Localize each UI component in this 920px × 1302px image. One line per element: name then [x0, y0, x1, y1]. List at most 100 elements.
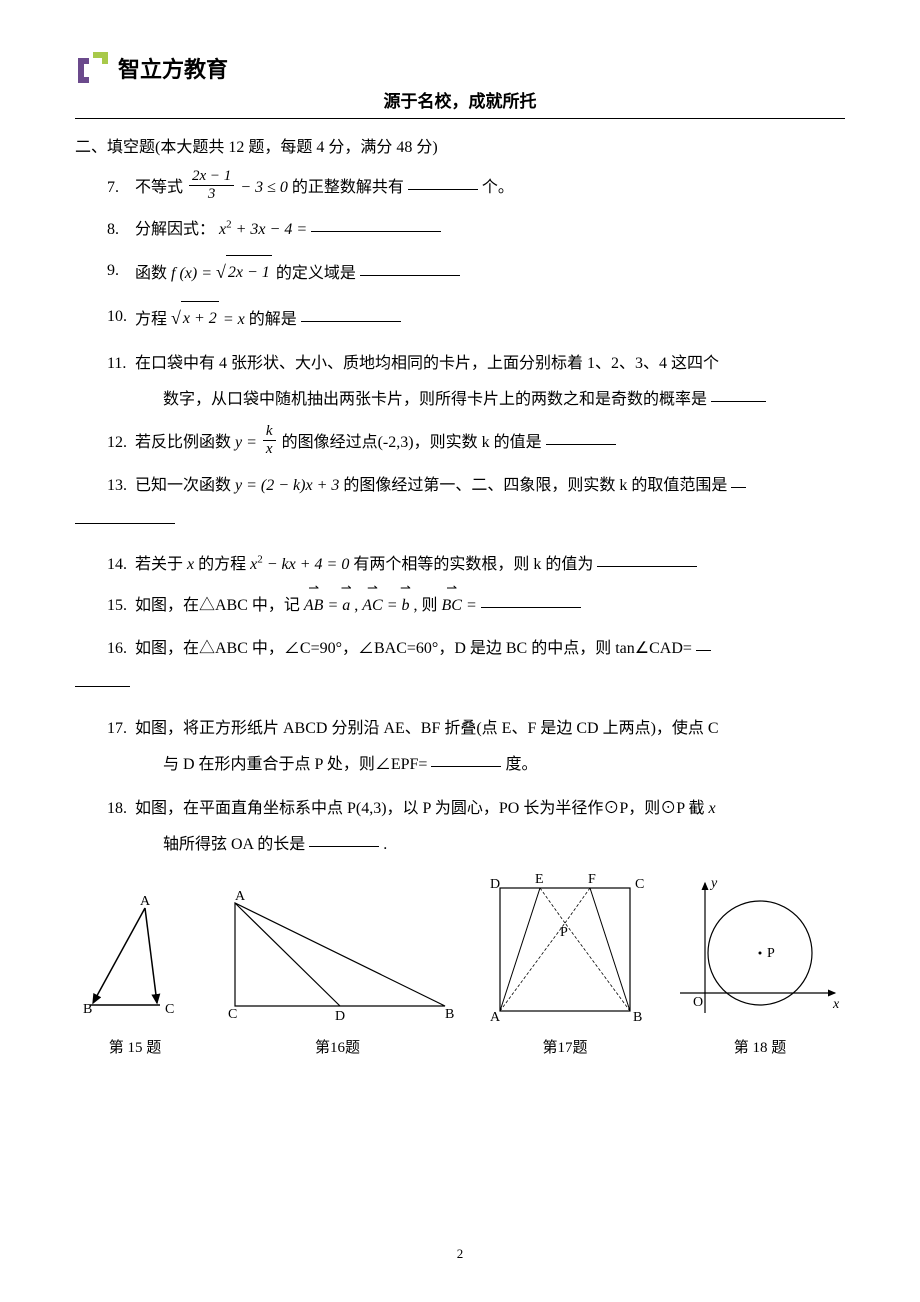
- f16-caption: 第16题: [220, 1036, 455, 1057]
- svg-text:A: A: [140, 894, 151, 909]
- q17-line2-pre: 与 D 在形内重合于点 P 处，则∠EPF=: [163, 756, 427, 773]
- q14-text1: 若关于: [135, 556, 183, 573]
- svg-text:C: C: [228, 1007, 237, 1022]
- q15-ac: AC: [362, 589, 382, 623]
- svg-text:B: B: [633, 1010, 642, 1023]
- figure-16: A C D B 第16题: [220, 888, 455, 1057]
- f15-caption: 第 15 题: [75, 1036, 195, 1057]
- q15-number: 15.: [107, 589, 127, 623]
- svg-text:C: C: [165, 1002, 174, 1017]
- q13-blank1: [731, 472, 746, 488]
- q15-ab: AB: [304, 589, 324, 623]
- q17-line2-wrap: 与 D 在形内重合于点 P 处，则∠EPF= 度。: [135, 747, 845, 783]
- q12-number: 12.: [107, 426, 127, 460]
- q7-post2: 个。: [482, 179, 514, 196]
- q13-pre: 已知一次函数: [135, 477, 231, 494]
- figures-row: A B C 第 15 题 A C D B 第16题 D E F C: [75, 873, 845, 1057]
- question-15: 15. 如图，在△ABC 中，记 AB = a , AC = b , 则 BC …: [135, 589, 845, 623]
- svg-text:E: E: [535, 873, 544, 887]
- q9-number: 9.: [107, 254, 119, 288]
- q8-text1: 分解因式：: [135, 221, 215, 238]
- q7-mid: − 3 ≤ 0: [240, 179, 288, 196]
- f17-caption: 第17题: [480, 1036, 650, 1057]
- section-header: 二、填空题(本大题共 12 题，每题 4 分，满分 48 分): [75, 133, 845, 157]
- q7-post1: 的正整数解共有: [292, 179, 404, 196]
- q8-number: 8.: [107, 213, 119, 247]
- brand-logo: 智立方教育: [75, 50, 845, 85]
- q11-number: 11.: [107, 346, 126, 382]
- q14-expr: x2 − kx + 4 = 0: [250, 556, 353, 573]
- svg-text:F: F: [588, 873, 596, 887]
- q13-number: 13.: [107, 468, 127, 504]
- q12-text2: 的图像经过点(-2,3)，则实数 k 的值是: [282, 434, 542, 451]
- q18-line2-pre: 轴所得弦 OA 的长是: [163, 836, 305, 853]
- q13-post: 的图像经过第一、二、四象限，则实数 k 的取值范围是: [343, 477, 727, 494]
- q16-blank1: [696, 635, 711, 651]
- svg-text:A: A: [235, 889, 246, 904]
- q12-text1: 若反比例函数: [135, 434, 231, 451]
- svg-text:P: P: [560, 925, 568, 940]
- svg-text:x: x: [832, 997, 840, 1012]
- question-11: 11. 在口袋中有 4 张形状、大小、质地均相同的卡片，上面分别标着 1、2、3…: [135, 346, 845, 418]
- figure-18: O x y P 第 18 题: [675, 873, 845, 1057]
- q8-expr: x2 + 3x − 4 =: [219, 221, 307, 238]
- q11-line2: 数字，从口袋中随机抽出两张卡片，则所得卡片上的两数之和是奇数的概率是: [163, 391, 707, 408]
- f18-caption: 第 18 题: [675, 1036, 845, 1057]
- svg-text:P: P: [767, 946, 775, 961]
- q14-text3: 有两个相等的实数根，则 k 的值为: [353, 556, 593, 573]
- q10-number: 10.: [107, 300, 127, 334]
- q13-expr: y = (2 − k)x + 3: [235, 477, 339, 494]
- q13-blank2: [75, 508, 175, 524]
- q11-blank: [711, 386, 766, 402]
- question-18: 18. 如图，在平面直角坐标系中点 P(4,3)，以 P 为圆心，PO 长为半径…: [135, 791, 845, 863]
- q9-blank: [360, 260, 460, 276]
- svg-text:D: D: [490, 877, 500, 892]
- svg-text:A: A: [490, 1010, 501, 1023]
- q7-text-pre: 不等式: [135, 179, 183, 196]
- question-8: 8. 分解因式： x2 + 3x − 4 =: [135, 213, 845, 247]
- q17-line2-post: 度。: [505, 756, 537, 773]
- q18-line2-wrap: 轴所得弦 OA 的长是 .: [135, 827, 845, 863]
- question-7: 7. 不等式 2x − 1 3 − 3 ≤ 0 的正整数解共有 个。: [135, 171, 845, 205]
- svg-text:y: y: [709, 876, 718, 891]
- q14-text2: 的方程: [198, 556, 246, 573]
- question-17: 17. 如图，将正方形纸片 ABCD 分别沿 AE、BF 折叠(点 E、F 是边…: [135, 711, 845, 783]
- q11-line1: 在口袋中有 4 张形状、大小、质地均相同的卡片，上面分别标着 1、2、3、4 这…: [135, 355, 719, 372]
- q14-x: x: [187, 556, 194, 573]
- q15-eq3: =: [466, 597, 477, 614]
- q10-eq: = x: [223, 311, 245, 328]
- logo-mark-icon: [75, 50, 110, 85]
- q8-blank: [311, 216, 441, 232]
- q17-blank: [431, 751, 501, 767]
- question-9: 9. 函数 f (x) = 2x − 1 的定义域是: [135, 254, 845, 292]
- q12-yeq: y =: [235, 434, 257, 451]
- page-subtitle: 源于名校，成就所托: [75, 87, 845, 112]
- q15-blank: [481, 592, 581, 608]
- q9-text2: 的定义域是: [276, 265, 356, 282]
- q10-text1: 方程: [135, 311, 167, 328]
- q9-sqrt: 2x − 1: [216, 254, 272, 292]
- logo-text: 智立方教育: [118, 52, 228, 84]
- q10-blank: [301, 306, 401, 322]
- header-divider: [75, 118, 845, 119]
- q14-number: 14.: [107, 548, 127, 582]
- question-list: 7. 不等式 2x − 1 3 − 3 ≤ 0 的正整数解共有 个。 8. 分解…: [75, 171, 845, 863]
- q15-then: , 则: [414, 597, 438, 614]
- q18-blank: [309, 831, 379, 847]
- q17-number: 17.: [107, 711, 127, 747]
- q18-number: 18.: [107, 791, 127, 827]
- svg-text:C: C: [635, 877, 644, 892]
- q15-bc: BC: [442, 589, 462, 623]
- q18-line2-post: .: [383, 836, 387, 853]
- question-14: 14. 若关于 x 的方程 x2 − kx + 4 = 0 有两个相等的实数根，…: [135, 548, 845, 582]
- q16-blank2: [75, 671, 130, 687]
- question-13: 13. 已知一次函数 y = (2 − k)x + 3 的图像经过第一、二、四象…: [135, 468, 845, 540]
- q10-text2: 的解是: [249, 311, 297, 328]
- q14-blank: [597, 551, 697, 567]
- page-number: 2: [457, 1246, 464, 1262]
- q7-blank: [408, 174, 478, 190]
- q17-line1: 如图，将正方形纸片 ABCD 分别沿 AE、BF 折叠(点 E、F 是边 CD …: [135, 720, 719, 737]
- q7-fraction: 2x − 1 3: [189, 169, 234, 202]
- q9-text1: 函数: [135, 265, 167, 282]
- q15-a: a: [342, 589, 350, 623]
